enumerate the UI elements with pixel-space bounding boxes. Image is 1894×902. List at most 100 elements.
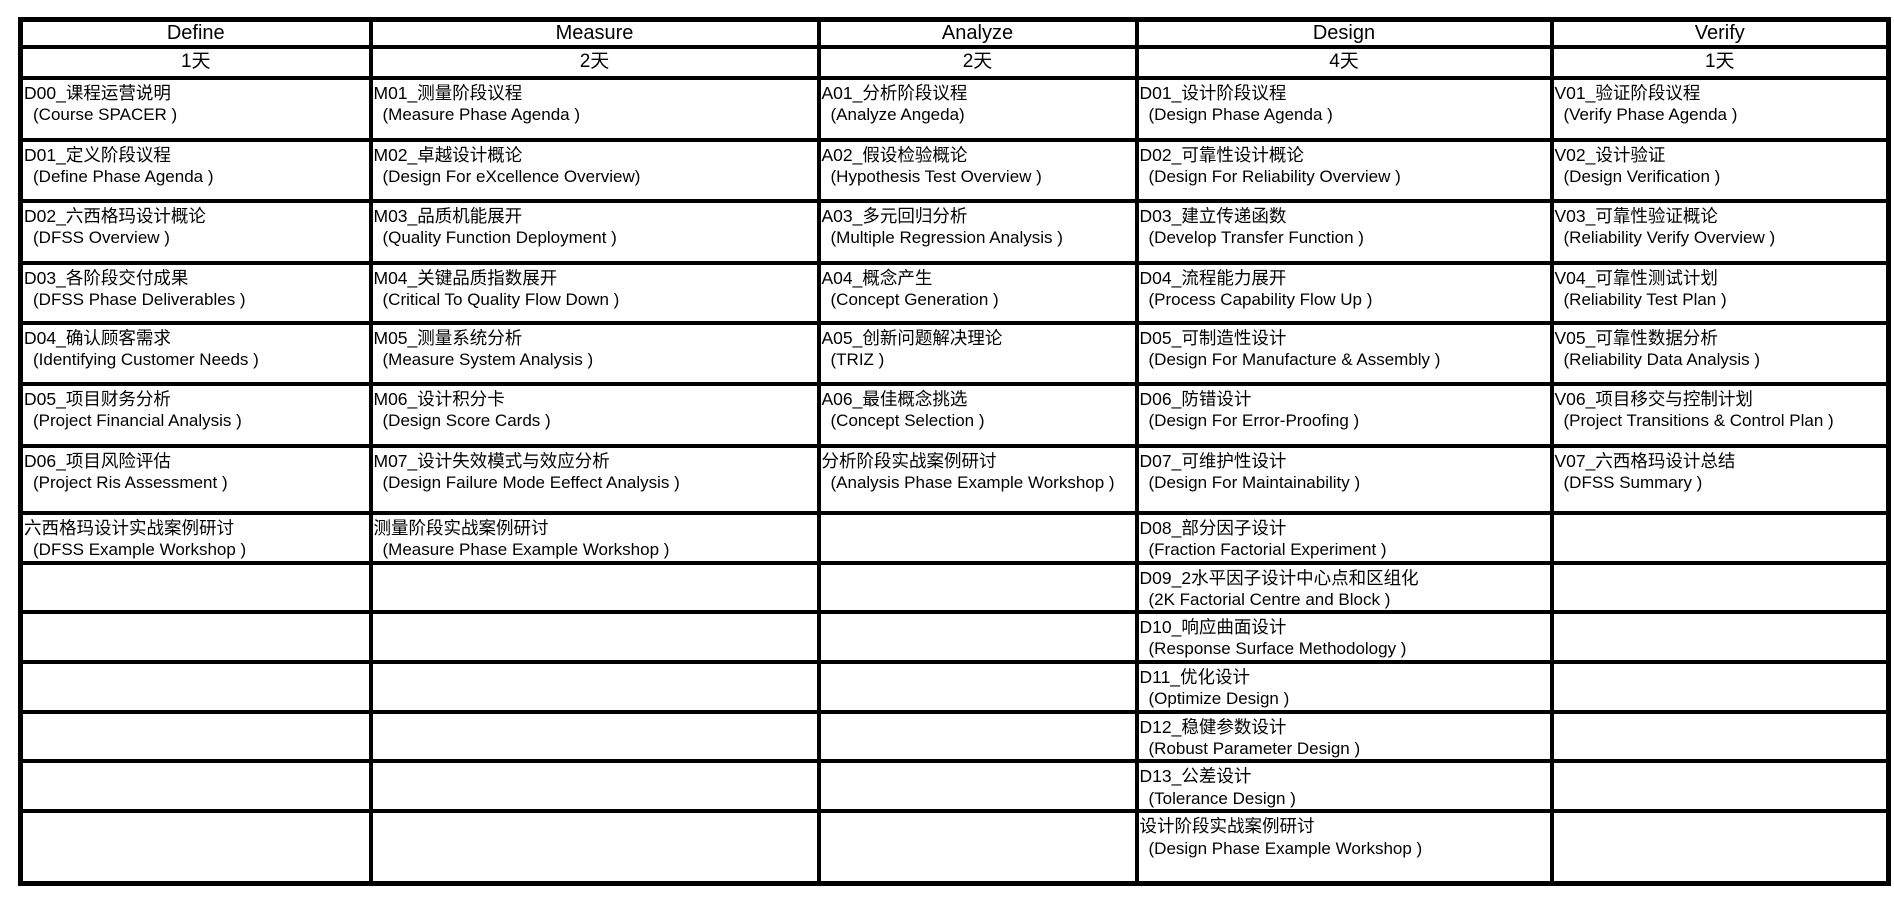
module-cell-design-4: D04_流程能力展开 (Process Capability Flow Up ): [1134, 260, 1554, 325]
module-cell-define-3: D02_六西格玛设计概论 (DFSS Overview ): [18, 198, 373, 265]
module-title-cn: D09_2水平因子设计中心点和区组化: [1139, 567, 1419, 588]
module-title-en: (Design Failure Mode Eeffect Analysis ): [382, 472, 680, 492]
phase-days-row: 1天 2天 2天 4天 1天: [18, 44, 1891, 80]
module-cell-design-5: D05_可制造性设计 (Design For Manufacture & Asse…: [1134, 320, 1554, 386]
module-title-cn: D01_设计阶段议程: [1139, 82, 1287, 103]
module-title-en: (Measure Phase Agenda ): [382, 104, 581, 124]
module-title-en: (Measure System Analysis ): [382, 349, 594, 369]
module-cell-verify-1: V01_验证阶段议程 (Verify Phase Agenda ): [1549, 75, 1891, 142]
phase-header-analyze: Analyze: [816, 17, 1139, 49]
table-row: 设计阶段实战案例研讨 (Design Phase Example Workshop…: [18, 809, 1891, 886]
module-title-cn: V01_验证阶段议程: [1554, 82, 1701, 103]
module-cell-analyze-2: A02_假设检验概论 (Hypothesis Test Overview ): [816, 137, 1139, 203]
module-cell-define-1: D00_课程运营说明 (Course SPACER ): [18, 75, 373, 142]
module-cell-measure-2: M02_卓越设计概论 (Design For eXcellence Overvie…: [368, 137, 821, 203]
module-title-en: (Analysis Phase Example Workshop ): [830, 472, 1115, 492]
module-title-cn: D05_可制造性设计: [1139, 327, 1287, 348]
module-title-cn: D06_项目风险评估: [24, 450, 171, 471]
phase-header-define: Define: [18, 17, 373, 49]
module-title-cn: M01_测量阶段议程: [373, 82, 523, 103]
module-cell-measure-11: [368, 660, 821, 714]
module-title-en: (Optimize Design ): [1148, 689, 1290, 709]
module-title-en: (DFSS Example Workshop ): [33, 539, 247, 559]
module-cell-verify-14: [1549, 809, 1891, 886]
phase-days-define: 1天: [18, 44, 373, 80]
module-cell-measure-5: M05_测量系统分析 (Measure System Analysis ): [368, 320, 821, 386]
module-cell-define-8: 六西格玛设计实战案例研讨 (DFSS Example Workshop ): [18, 510, 373, 565]
phase-header-design: Design: [1134, 17, 1554, 49]
module-cell-analyze-6: A06_最佳概念挑选 (Concept Selection ): [816, 381, 1139, 448]
module-cell-verify-12: [1549, 709, 1891, 764]
module-cell-measure-8: 测量阶段实战案例研讨 (Measure Phase Example Worksho…: [368, 510, 821, 565]
module-title-cn: A04_概念产生: [821, 267, 933, 288]
module-cell-verify-13: [1549, 759, 1891, 814]
table-body: D00_课程运营说明 (Course SPACER ) M01_测量阶段议程 (Mea…: [18, 75, 1891, 886]
module-title-cn: D07_可维护性设计: [1139, 450, 1287, 471]
module-cell-define-13: [18, 759, 373, 814]
module-title-cn: D08_部分因子设计: [1139, 517, 1287, 538]
phase-days-measure: 2天: [368, 44, 821, 80]
module-title-cn: D00_课程运营说明: [24, 82, 171, 103]
module-cell-analyze-13: [816, 759, 1139, 814]
phase-header-verify: Verify: [1549, 17, 1891, 49]
module-cell-analyze-3: A03_多元回归分析 (Multiple Regression Analysis …: [816, 198, 1139, 265]
module-title-en: (Project Ris Assessment ): [33, 472, 228, 492]
module-title-cn: M03_品质机能展开: [373, 205, 523, 226]
module-cell-define-6: D05_项目财务分析 (Project Financial Analysis ): [18, 381, 373, 448]
module-cell-analyze-9: [816, 560, 1139, 615]
module-cell-define-4: D03_各阶段交付成果 (DFSS Phase Deliverables ): [18, 260, 373, 325]
module-cell-analyze-7: 分析阶段实战案例研讨 (Analysis Phase Example Worksh…: [816, 443, 1139, 515]
module-title-en: (DFSS Summary ): [1563, 472, 1703, 492]
dfss-curriculum-table: Define Measure Analyze Design Verify 1天 2天 2天 4天…: [18, 17, 1891, 886]
module-title-en: (Course SPACER ): [33, 104, 178, 124]
module-title-cn: 设计阶段实战案例研讨: [1139, 816, 1315, 837]
module-cell-measure-12: [368, 709, 821, 764]
module-title-cn: A03_多元回归分析: [821, 205, 968, 226]
module-title-en: (Design For Reliability Overview ): [1148, 166, 1401, 186]
module-title-en: (Design Phase Example Workshop ): [1148, 838, 1423, 858]
module-title-en: (Design For eXcellence Overview): [382, 166, 641, 186]
module-cell-define-2: D01_定义阶段议程 (Define Phase Agenda ): [18, 137, 373, 203]
table-row: D05_项目财务分析 (Project Financial Analysis ) M…: [18, 381, 1891, 448]
table-row: D00_课程运营说明 (Course SPACER ) M01_测量阶段议程 (Mea…: [18, 75, 1891, 142]
module-title-en: (Analyze Angeda): [830, 104, 965, 124]
module-title-cn: D04_流程能力展开: [1139, 267, 1287, 288]
module-cell-define-7: D06_项目风险评估 (Project Ris Assessment ): [18, 443, 373, 515]
module-title-en: (DFSS Phase Deliverables ): [33, 289, 246, 309]
module-cell-analyze-5: A05_创新问题解决理论 (TRIZ ): [816, 320, 1139, 386]
module-cell-verify-2: V02_设计验证 (Design Verification ): [1549, 137, 1891, 203]
module-cell-design-3: D03_建立传递函数 (Develop Transfer Function ): [1134, 198, 1554, 265]
table-row: D13_公差设计 (Tolerance Design ): [18, 759, 1891, 814]
module-cell-analyze-12: [816, 709, 1139, 764]
phase-days-design: 4天: [1134, 44, 1554, 80]
table-row: D06_项目风险评估 (Project Ris Assessment ) M07_设…: [18, 443, 1891, 515]
module-cell-define-12: [18, 709, 373, 764]
module-title-cn: V03_可靠性验证概论: [1554, 205, 1718, 226]
module-cell-verify-11: [1549, 660, 1891, 714]
module-title-en: (Critical To Quality Flow Down ): [382, 289, 620, 309]
module-title-en: (Multiple Regression Analysis ): [830, 227, 1063, 247]
module-title-cn: V05_可靠性数据分析: [1554, 327, 1718, 348]
module-title-cn: D05_项目财务分析: [24, 388, 171, 409]
module-title-cn: V07_六西格玛设计总结: [1554, 450, 1736, 471]
module-cell-measure-3: M03_品质机能展开 (Quality Function Deployment ): [368, 198, 821, 265]
module-title-en: (Process Capability Flow Up ): [1148, 289, 1373, 309]
module-title-cn: 六西格玛设计实战案例研讨: [24, 517, 235, 538]
module-cell-measure-6: M06_设计积分卡 (Design Score Cards ): [368, 381, 821, 448]
module-title-en: (Reliability Test Plan ): [1563, 289, 1727, 309]
module-title-en: (Design For Error-Proofing ): [1148, 410, 1360, 430]
module-title-cn: A02_假设检验概论: [821, 144, 968, 165]
module-cell-measure-4: M04_关键品质指数展开 (Critical To Quality Flow Do…: [368, 260, 821, 325]
module-cell-design-13: D13_公差设计 (Tolerance Design ): [1134, 759, 1554, 814]
module-title-cn: V04_可靠性测试计划: [1554, 267, 1718, 288]
module-title-cn: D10_响应曲面设计: [1139, 617, 1287, 638]
table-row: D10_响应曲面设计 (Response Surface Methodology …: [18, 610, 1891, 665]
module-cell-design-1: D01_设计阶段议程 (Design Phase Agenda ): [1134, 75, 1554, 142]
module-cell-define-14: [18, 809, 373, 886]
module-cell-analyze-14: [816, 809, 1139, 886]
module-title-en: (Reliability Verify Overview ): [1563, 227, 1776, 247]
module-title-en: (Quality Function Deployment ): [382, 227, 617, 247]
module-title-cn: D02_六西格玛设计概论: [24, 205, 206, 226]
module-title-en: (Design Phase Agenda ): [1148, 104, 1333, 124]
module-title-cn: M05_测量系统分析: [373, 327, 523, 348]
